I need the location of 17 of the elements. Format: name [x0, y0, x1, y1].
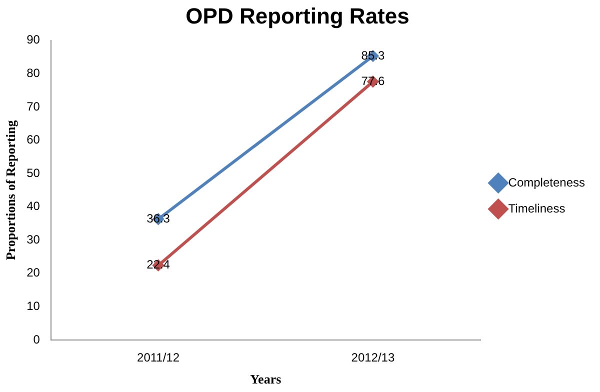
legend-label: Timeliness — [508, 201, 566, 216]
y-tick-label: 20 — [26, 266, 40, 280]
y-axis-title: Proportions of Reporting — [3, 120, 18, 260]
chart-title: OPD Reporting Rates — [186, 3, 410, 28]
y-tick-label: 40 — [26, 199, 40, 214]
y-tick-label: 30 — [26, 232, 40, 246]
y-tick-label: 90 — [26, 32, 40, 47]
x-tick-label: 2011/12 — [137, 350, 180, 365]
legend-label: Completeness — [508, 175, 586, 190]
y-tick-label: 10 — [26, 299, 40, 314]
y-tick-label: 60 — [26, 132, 40, 147]
y-tick-label: 80 — [26, 66, 40, 80]
x-axis-title: Years — [250, 372, 282, 387]
x-tick-label: 2012/13 — [351, 350, 395, 365]
y-tick-label: 50 — [26, 166, 40, 180]
y-tick-label: 0 — [33, 332, 40, 346]
y-tick-label: 70 — [26, 99, 40, 114]
